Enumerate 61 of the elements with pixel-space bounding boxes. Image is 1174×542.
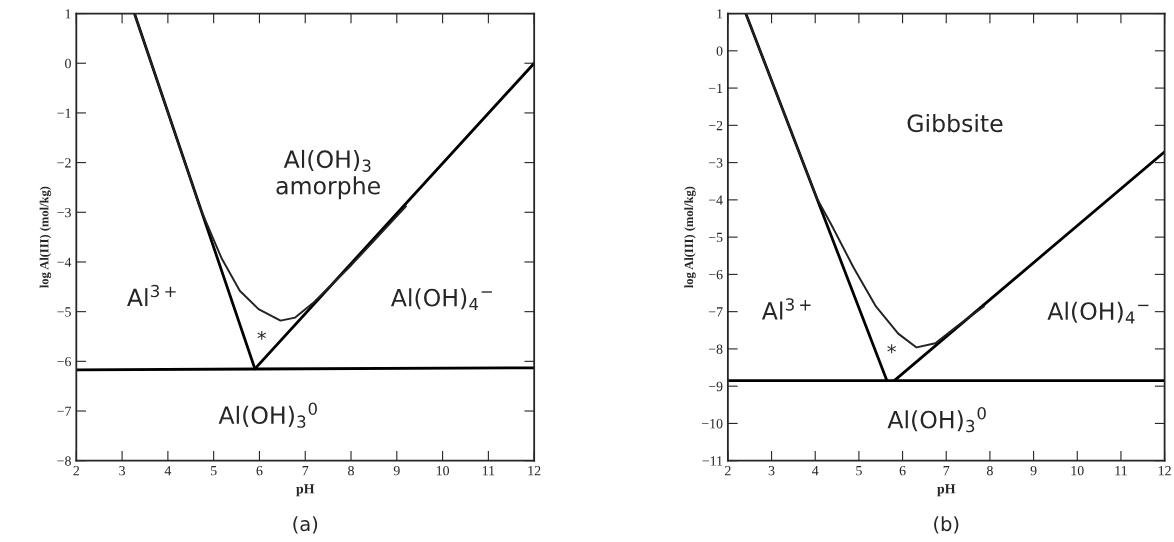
annotation: Al(OH)$_{3}$$^{0}$: [218, 402, 317, 428]
y-tick-label: −1: [57, 108, 71, 118]
x-tick-label: 12: [528, 466, 541, 476]
x-tick-label: 8: [986, 465, 993, 476]
y-tick-label: −4: [708, 195, 723, 205]
annotation: Gibbsite: [907, 113, 1003, 133]
x-tick-label: 4: [812, 466, 819, 476]
y-tick-label: −3: [708, 158, 723, 168]
x-axis-title: pH: [937, 484, 956, 497]
y-tick-label: −1: [708, 83, 723, 93]
annotation: Al$^{3+}$: [127, 284, 176, 307]
y-tick-label: −3: [57, 207, 71, 218]
x-tick-label: 11: [1115, 466, 1127, 476]
y-tick-label: −5: [57, 307, 71, 317]
y-tick-label: 1: [717, 9, 723, 19]
annotation: Al$^{3+}$: [761, 298, 811, 320]
text: (a): [293, 516, 318, 534]
y-tick-label: −2: [57, 158, 71, 168]
y-tick-label: 0: [65, 58, 71, 69]
annotation: *: [887, 344, 896, 354]
y-tick-label: −8: [57, 456, 71, 466]
y-tick-label: −10: [701, 419, 723, 429]
y-tick-label: −6: [57, 356, 72, 367]
x-tick-label: 10: [436, 465, 450, 476]
x-tick-label: 9: [393, 466, 400, 476]
x-axis-title: pH: [296, 484, 315, 497]
y-tick-label: −7: [57, 406, 72, 416]
x-tick-label: 8: [348, 465, 354, 476]
x-tick-label: 11: [482, 466, 495, 476]
y-tick-label: −2: [708, 120, 723, 131]
x-tick-label: 10: [1071, 465, 1084, 476]
x-tick-label: 6: [256, 466, 263, 476]
x-tick-label: 5: [211, 466, 217, 476]
x-tick-label: 7: [943, 466, 950, 476]
x-tick-label: 9: [1030, 466, 1037, 476]
x-tick-label: 5: [856, 466, 862, 476]
y-tick-label: −5: [708, 232, 723, 243]
annotation: Al(OH)$_{4}$$^{−}$: [390, 288, 492, 311]
y-tick-label: 0: [716, 46, 723, 56]
y-axis-title: log Al(III) (mol/kg): [684, 186, 696, 288]
y-tick-label: −6: [708, 270, 723, 280]
y-tick-label: −4: [57, 257, 72, 267]
annotation: *: [257, 330, 267, 340]
y-axis-title: log Al(III) (mol/kg): [39, 186, 52, 288]
text: (b): [934, 516, 959, 534]
x-tick-label: 2: [73, 466, 80, 476]
annotation: Al(OH)$_{4}$$^{−}$: [1047, 301, 1149, 324]
x-tick-label: 2: [725, 466, 731, 476]
x-tick-label: 3: [768, 466, 775, 476]
x-tick-label: 6: [899, 466, 906, 476]
x-tick-label: 4: [164, 466, 172, 476]
y-tick-label: −9: [708, 381, 723, 392]
y-tick-label: −11: [702, 456, 723, 466]
annotation: Al(OH)$_{3}$ amorphe: [276, 149, 380, 200]
x-tick-label: 3: [119, 466, 126, 476]
x-tick-label: 12: [1158, 466, 1171, 476]
x-tick-label: 7: [302, 466, 309, 476]
y-tick-label: −8: [708, 344, 723, 354]
y-tick-label: 1: [65, 9, 71, 19]
annotation: Al(OH)$_{3}$$^{0}$: [887, 406, 986, 433]
y-tick-label: −7: [708, 307, 723, 317]
